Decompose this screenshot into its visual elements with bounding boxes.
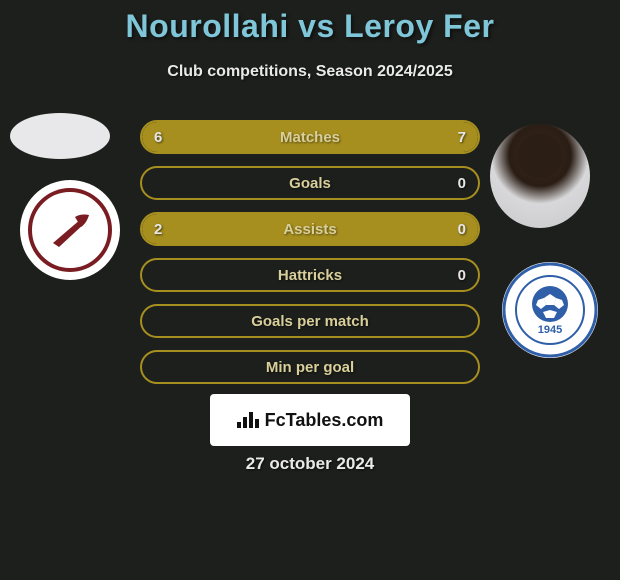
club-badge-right: 1945 <box>500 260 600 360</box>
stat-row-matches: 6 Matches 7 <box>140 120 480 154</box>
stat-fill-left <box>142 122 297 152</box>
page-title: Nourollahi vs Leroy Fer <box>0 0 620 45</box>
date-label: 27 october 2024 <box>0 454 620 474</box>
stat-row-goals-per-match: Goals per match <box>140 304 480 338</box>
stat-label: Min per goal <box>266 359 354 376</box>
stat-left-value: 6 <box>154 129 162 146</box>
player-left-photo <box>10 113 110 159</box>
stat-right-value: 0 <box>458 221 466 238</box>
brand-prefix: Fc <box>265 410 286 430</box>
stat-right-value: 0 <box>458 267 466 284</box>
brand-text: FcTables.com <box>265 410 384 431</box>
club-badge-right-year: 1945 <box>538 324 562 336</box>
stat-right-value: 7 <box>458 129 466 146</box>
stat-row-assists: 2 Assists 0 <box>140 212 480 246</box>
subtitle: Club competitions, Season 2024/2025 <box>0 63 620 81</box>
stat-label: Hattricks <box>278 267 342 284</box>
stats-panel: 6 Matches 7 Goals 0 2 Assists 0 Hattrick… <box>140 120 480 396</box>
stat-label: Assists <box>283 221 336 238</box>
title-player-left: Nourollahi <box>126 8 289 44</box>
stat-right-value: 0 <box>458 175 466 192</box>
club-badge-left-ring <box>28 188 112 272</box>
stat-label: Matches <box>280 129 340 146</box>
stat-label: Goals per match <box>251 313 369 330</box>
club-badge-left <box>20 180 120 280</box>
comparison-card: Nourollahi vs Leroy Fer Club competition… <box>0 0 620 580</box>
club-badge-right-emblem: 1945 <box>500 260 600 360</box>
club-badge-left-emblem <box>45 205 95 255</box>
stat-label: Goals <box>289 175 331 192</box>
stat-row-min-per-goal: Min per goal <box>140 350 480 384</box>
player-right-photo <box>490 124 590 228</box>
brand-badge: FcTables.com <box>210 394 410 446</box>
stat-row-goals: Goals 0 <box>140 166 480 200</box>
stat-row-hattricks: Hattricks 0 <box>140 258 480 292</box>
stat-left-value: 2 <box>154 221 162 238</box>
title-vs: vs <box>298 8 335 44</box>
title-player-right: Leroy Fer <box>344 8 494 44</box>
bar-chart-icon <box>237 412 259 428</box>
brand-suffix: Tables.com <box>286 410 384 430</box>
